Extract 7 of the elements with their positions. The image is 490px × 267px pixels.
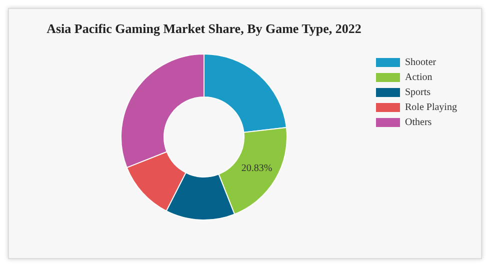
legend-label: Action — [405, 72, 432, 83]
legend-label: Shooter — [405, 57, 436, 68]
legend-label: Others — [405, 117, 432, 128]
data-label: 20.83% — [241, 163, 272, 174]
chart-title: Asia Pacific Gaming Market Share, By Game Type, 2022 — [46, 21, 362, 37]
legend-label: Role Playing — [405, 102, 457, 113]
legend-label: Sports — [405, 87, 431, 98]
